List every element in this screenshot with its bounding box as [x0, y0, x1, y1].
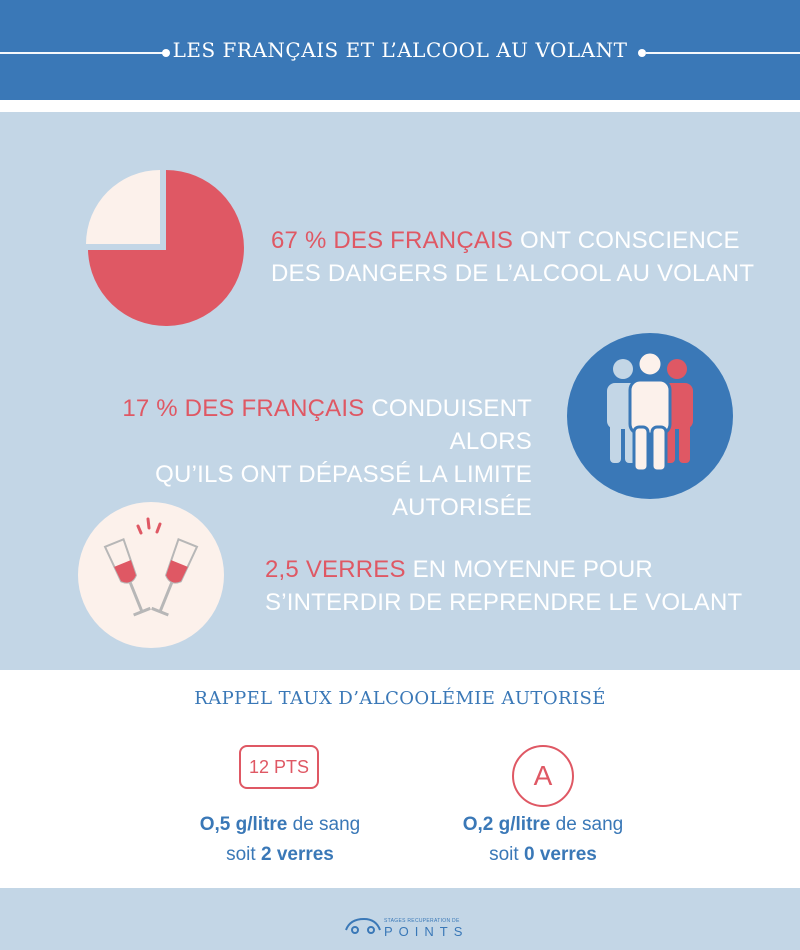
header-banner: LES FRANÇAIS ET L’ALCOOL AU VOLANT — [0, 0, 800, 100]
rule-standard-rate-suffix: de sang — [287, 814, 361, 835]
stat-exceed-text-1: CONDUISENT ALORS — [364, 395, 532, 455]
stat-glasses-text-1: EN MOYENNE POUR — [405, 556, 653, 583]
stat-glasses-highlight: 2,5 VERRES — [265, 556, 406, 583]
stat-awareness: 67 % DES FRANÇAIS ONT CONSCIENCE DES DAN… — [271, 224, 754, 290]
header-stripe — [0, 100, 800, 112]
reminder-heading: RAPPEL TAUX D’ALCOOLÉMIE AUTORISÉ — [194, 688, 606, 709]
rule-standard-rate: O,5 g/litre — [199, 814, 288, 835]
car-logo-icon — [345, 917, 381, 934]
footer: STAGES RECUPERATION DE POINTS — [0, 888, 800, 950]
header-rule-right — [646, 52, 800, 54]
stat-glasses-text-2: S’INTERDIR DE REPRENDRE LE VOLANT — [265, 589, 743, 616]
header-dot-left — [162, 49, 170, 57]
rule-young-driver: O,2 g/litre de sang soit 0 verres — [433, 810, 653, 870]
rule-young-glasses: 0 verres — [523, 844, 597, 865]
header-dot-right — [638, 49, 646, 57]
people-group-icon — [567, 333, 733, 504]
wine-glasses-icon — [78, 502, 224, 653]
header-rule-left — [0, 52, 164, 54]
reminder-section: RAPPEL TAUX D’ALCOOLÉMIE AUTORISÉ 12 PTS… — [0, 670, 800, 888]
logo-wordmark: POINTS — [384, 924, 469, 939]
page-title: LES FRANÇAIS ET L’ALCOOL AU VOLANT — [172, 38, 628, 62]
probationary-license-badge: A — [512, 745, 574, 807]
stat-exceed-text-2: QU’ILS ONT DÉPASSÉ LA LIMITE AUTORISÉE — [155, 461, 532, 521]
logo-tagline: STAGES RECUPERATION DE — [384, 918, 460, 924]
stat-awareness-text-1: ONT CONSCIENCE — [513, 227, 740, 254]
rule-standard: O,5 g/litre de sang soit 2 verres — [170, 810, 390, 870]
rule-young-rate-suffix: de sang — [550, 814, 624, 835]
points-badge: 12 PTS — [239, 745, 319, 789]
stat-glasses: 2,5 VERRES EN MOYENNE POUR S’INTERDIR DE… — [265, 553, 742, 619]
rule-standard-glasses: 2 verres — [260, 844, 334, 865]
stat-awareness-highlight: 67 % DES FRANÇAIS — [271, 227, 514, 254]
stat-exceed-highlight: 17 % DES FRANÇAIS — [122, 395, 365, 422]
rule-standard-prefix: soit — [226, 844, 261, 865]
stat-exceed-limit: 17 % DES FRANÇAIS CONDUISENT ALORS QU’IL… — [72, 392, 532, 524]
stat-awareness-text-2: DES DANGERS DE L’ALCOOL AU VOLANT — [271, 260, 755, 287]
rule-young-prefix: soit — [489, 844, 524, 865]
pie-chart-icon — [84, 168, 244, 333]
rule-young-rate: O,2 g/litre — [462, 814, 551, 835]
